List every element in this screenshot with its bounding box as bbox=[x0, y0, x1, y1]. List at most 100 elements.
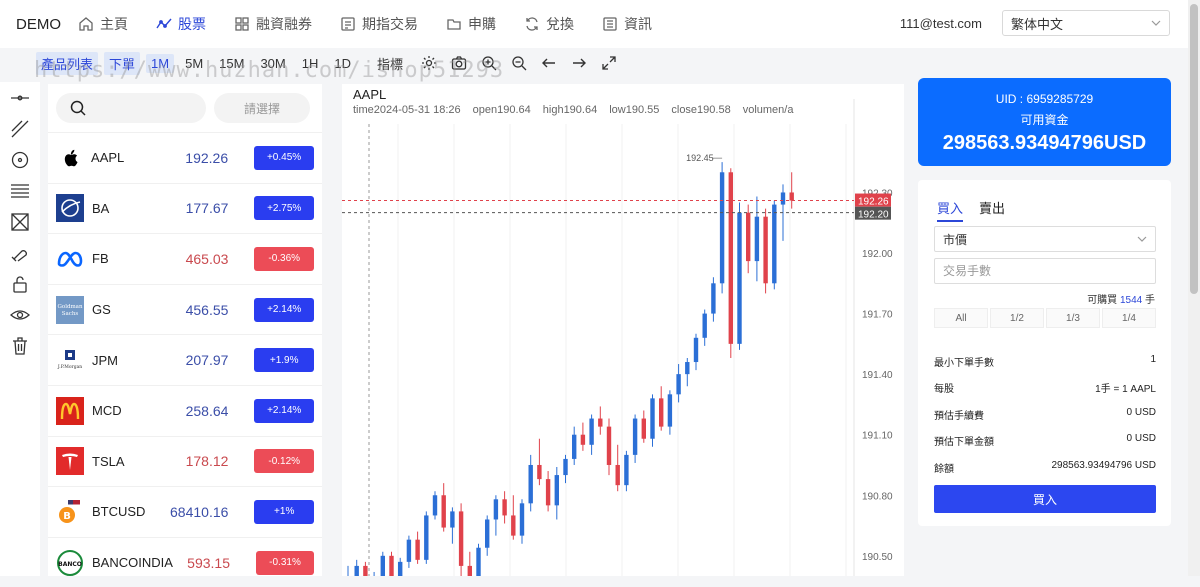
candle bbox=[519, 499, 525, 544]
nav-item-margin[interactable]: 融資融券 bbox=[234, 14, 312, 34]
screenshot-button[interactable] bbox=[450, 54, 468, 72]
trash-icon bbox=[13, 336, 27, 355]
product-change-badge: +0.45% bbox=[254, 145, 314, 170]
candle bbox=[373, 571, 375, 576]
tab-buy[interactable]: 買入 bbox=[937, 198, 964, 222]
product-row-bancoindia[interactable]: BANCO BANCOINDIA 593.15 -0.31% bbox=[48, 536, 322, 587]
scroll-right-button[interactable] bbox=[570, 54, 588, 72]
order-button[interactable]: 下單 bbox=[104, 51, 141, 75]
candle bbox=[693, 333, 699, 371]
nav-label: 股票 bbox=[178, 16, 206, 32]
row-value: 298563.93494796 USD bbox=[1051, 460, 1156, 471]
arrow-right-icon bbox=[573, 58, 587, 68]
zoom-out-button[interactable] bbox=[510, 54, 528, 72]
candle bbox=[615, 444, 620, 492]
language-select[interactable]: 繁体中文 bbox=[1002, 10, 1170, 36]
delete-drawings-tool[interactable] bbox=[0, 330, 40, 361]
order-type-select[interactable]: 市價 bbox=[934, 226, 1156, 252]
visibility-tool[interactable] bbox=[0, 299, 40, 330]
product-row-aapl[interactable]: AAPL 192.26 +0.45% bbox=[48, 132, 322, 183]
interval-1m[interactable]: 1M bbox=[146, 53, 175, 73]
interval-5m[interactable]: 5M bbox=[185, 55, 204, 71]
trend-line-tool[interactable] bbox=[0, 113, 40, 144]
product-price: 593.15 bbox=[187, 554, 230, 571]
chart-panel[interactable]: 192.30192.00191.70191.40191.10190.80190.… bbox=[342, 84, 904, 576]
info-low: low190.55 bbox=[609, 104, 660, 116]
interval-15m[interactable]: 15M bbox=[219, 55, 245, 71]
pattern-tool[interactable] bbox=[0, 206, 40, 237]
nav-label: 期指交易 bbox=[362, 16, 418, 32]
buy-button[interactable]: 買入 bbox=[934, 485, 1156, 513]
candlestick-chart[interactable]: 192.30192.00191.70191.40191.10190.80190.… bbox=[342, 84, 904, 576]
product-list-panel: 請選擇 AAPL 192.26 +0.45% BA 177.67 +2.75% FB 465.… bbox=[48, 84, 322, 576]
price-axis-label: 191.70 bbox=[862, 310, 893, 321]
magnet-icon bbox=[11, 249, 27, 262]
candle bbox=[528, 454, 533, 512]
fraction-third-button[interactable]: 1/3 bbox=[1046, 308, 1100, 328]
product-row-tsla[interactable]: TSLA 178.12 -0.12% bbox=[48, 435, 322, 487]
horizontal-line-tool[interactable] bbox=[0, 82, 40, 113]
fraction-half-button[interactable]: 1/2 bbox=[990, 308, 1044, 328]
product-row-btcusd[interactable]: B BTCUSD 68410.16 +1% bbox=[48, 486, 322, 537]
scrollbar-thumb[interactable] bbox=[1190, 4, 1198, 294]
home-icon bbox=[79, 17, 93, 31]
interval-1h[interactable]: 1H bbox=[301, 55, 319, 71]
zoom-in-button[interactable] bbox=[480, 54, 498, 72]
interval-30m[interactable]: 30M bbox=[260, 55, 286, 71]
nav-label: 主頁 bbox=[100, 16, 128, 32]
product-change-badge: -0.12% bbox=[254, 449, 314, 474]
circle-tool[interactable] bbox=[0, 144, 40, 175]
candle bbox=[389, 551, 394, 576]
page-scrollbar[interactable] bbox=[1188, 0, 1200, 576]
nav-label: 融資融券 bbox=[256, 16, 312, 32]
candle bbox=[458, 503, 464, 576]
nav-item-stocks[interactable]: 股票 bbox=[156, 14, 206, 34]
candle bbox=[415, 531, 420, 564]
product-row-jpm[interactable]: J.P.Morgan JPM 207.97 +1.9% bbox=[48, 334, 322, 385]
fraction-quarter-button[interactable]: 1/4 bbox=[1102, 308, 1156, 328]
product-row-gs[interactable]: Goldman Sachs GS 456.55 +2.14% bbox=[48, 283, 322, 335]
price-axis-label: 191.10 bbox=[862, 431, 893, 442]
user-email[interactable]: 111@test.com bbox=[899, 15, 982, 31]
magnet-tool[interactable] bbox=[0, 237, 40, 268]
pattern-icon bbox=[11, 212, 29, 231]
candle bbox=[624, 450, 629, 492]
product-row-ba[interactable]: BA 177.67 +2.75% bbox=[48, 182, 322, 234]
product-row-mcd[interactable]: MCD 258.64 +2.14% bbox=[48, 384, 322, 436]
chart-toolbar: 產品列表 下單 1M 5M 15M 30M 1H 1D 指標 bbox=[0, 48, 1188, 78]
category-select[interactable]: 請選擇 bbox=[214, 93, 310, 123]
quantity-input[interactable] bbox=[934, 258, 1156, 284]
settings-button[interactable] bbox=[420, 54, 438, 72]
candle bbox=[493, 495, 499, 536]
nav-item-home[interactable]: 主頁 bbox=[78, 14, 128, 34]
scroll-left-button[interactable] bbox=[540, 54, 558, 72]
chevron-down-icon bbox=[1151, 20, 1161, 26]
indicators-button[interactable]: 指標 bbox=[377, 56, 404, 72]
circle-icon bbox=[11, 151, 29, 168]
candle bbox=[580, 422, 586, 451]
fullscreen-button[interactable] bbox=[600, 54, 618, 72]
nav-item-futures[interactable]: 期指交易 bbox=[340, 14, 418, 34]
lock-tool[interactable] bbox=[0, 268, 40, 299]
per-share-row: 每股 1手 = 1 AAPL bbox=[934, 380, 1156, 395]
nav-item-exchange[interactable]: 兌換 bbox=[524, 14, 574, 34]
jpmorgan-logo: J.P.Morgan bbox=[56, 346, 84, 374]
language-value: 繁体中文 bbox=[1011, 16, 1064, 32]
product-price: 207.97 bbox=[185, 352, 229, 369]
product-row-fb[interactable]: FB 465.03 -0.36% bbox=[48, 233, 322, 284]
interval-1d[interactable]: 1D bbox=[334, 55, 351, 71]
product-search-input[interactable] bbox=[56, 93, 206, 123]
brand-logo[interactable]: DEMO bbox=[16, 15, 61, 33]
nav-item-news[interactable]: 資訊 bbox=[602, 14, 652, 34]
tab-sell[interactable]: 賣出 bbox=[979, 201, 1006, 216]
product-symbol: FB bbox=[92, 251, 109, 267]
last-price-tag-bg bbox=[855, 193, 891, 207]
fibonacci-tool[interactable] bbox=[0, 175, 40, 206]
info-close: close190.58 bbox=[671, 104, 731, 116]
svg-text:J.P.Morgan: J.P.Morgan bbox=[57, 364, 82, 370]
nav-item-subscribe[interactable]: 申購 bbox=[446, 14, 496, 34]
candle bbox=[598, 406, 603, 435]
product-list-button[interactable]: 產品列表 bbox=[36, 51, 99, 75]
fraction-all-button[interactable]: All bbox=[934, 308, 988, 328]
candle bbox=[702, 309, 707, 346]
